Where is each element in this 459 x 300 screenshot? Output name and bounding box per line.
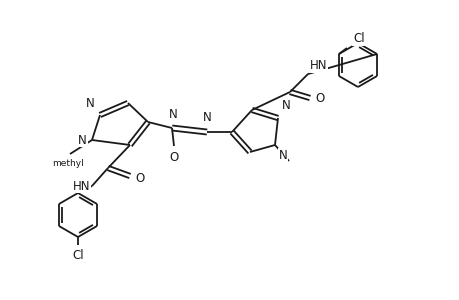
Text: Cl: Cl: [352, 32, 364, 45]
Text: HN: HN: [73, 179, 90, 193]
Text: methyl: methyl: [52, 159, 84, 168]
Text: N: N: [281, 99, 290, 112]
Text: O: O: [134, 172, 144, 185]
Text: N: N: [86, 97, 95, 110]
Text: N: N: [202, 111, 211, 124]
Text: Cl: Cl: [72, 249, 84, 262]
Text: HN: HN: [309, 59, 327, 72]
Text: N: N: [279, 149, 287, 162]
Text: O: O: [169, 151, 178, 164]
Text: N: N: [78, 134, 87, 146]
Text: O: O: [314, 92, 324, 104]
Text: N: N: [168, 108, 177, 121]
